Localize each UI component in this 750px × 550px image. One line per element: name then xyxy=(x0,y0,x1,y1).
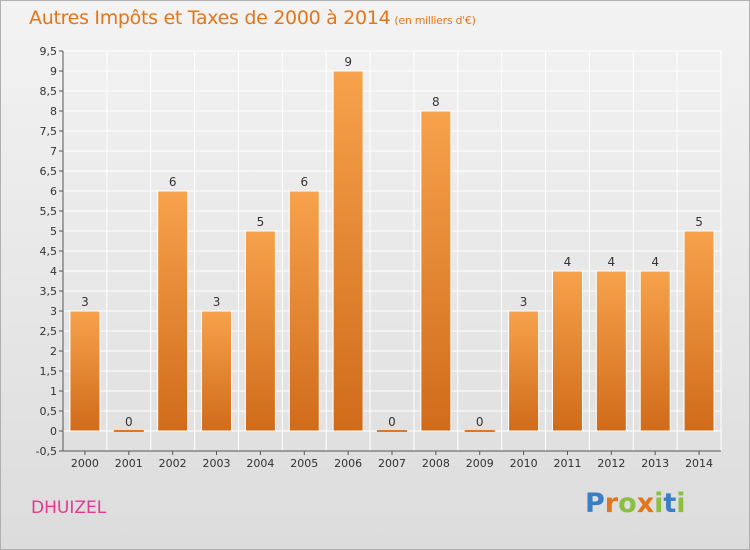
proxiti-logo: Proxiti xyxy=(585,488,686,519)
logo-letter: o xyxy=(618,488,637,519)
y-tick-label: 7 xyxy=(50,145,57,158)
logo-letter: P xyxy=(585,488,605,519)
bar xyxy=(508,310,540,432)
y-tick-label: 0 xyxy=(50,425,57,438)
data-label: 3 xyxy=(520,295,528,309)
bar xyxy=(332,70,364,432)
data-label: 6 xyxy=(300,175,308,189)
data-label: 3 xyxy=(81,295,89,309)
y-tick-label: 3,5 xyxy=(40,285,58,298)
data-label: 8 xyxy=(432,95,440,109)
bar xyxy=(683,230,715,432)
chart-title: Autres Impôts et Taxes de 2000 à 2014 (en… xyxy=(29,7,476,29)
x-tick-label: 2014 xyxy=(685,457,713,470)
x-tick-label: 2006 xyxy=(334,457,362,470)
bars xyxy=(69,70,715,432)
x-tick-label: 2007 xyxy=(378,457,406,470)
x-tick-label: 2013 xyxy=(641,457,669,470)
x-axis: 2000 2001 2002 2003 2004 2005 2006 2007 2008 2009… xyxy=(71,451,713,470)
y-tick-label: 9,5 xyxy=(40,45,58,58)
x-tick-label: 2010 xyxy=(510,457,538,470)
x-tick-label: 2000 xyxy=(71,457,99,470)
bar xyxy=(595,270,627,432)
bar xyxy=(288,190,320,432)
y-tick-label: 7,5 xyxy=(40,125,58,138)
data-label: 9 xyxy=(344,55,352,69)
data-label: 0 xyxy=(476,415,484,429)
y-tick-label: 2,5 xyxy=(40,325,58,338)
bar xyxy=(113,430,144,432)
data-label: 4 xyxy=(608,255,616,269)
y-tick-label: 1 xyxy=(50,385,57,398)
bar xyxy=(69,310,101,432)
data-labels: 3 0 6 3 5 6 9 0 8 0 3 4 4 4 5 xyxy=(81,55,703,429)
bar xyxy=(244,230,276,432)
y-tick-label: 6 xyxy=(50,185,57,198)
x-tick-label: 2001 xyxy=(115,457,143,470)
y-tick-label: 0,5 xyxy=(40,405,58,418)
x-tick-label: 2012 xyxy=(597,457,625,470)
x-tick-label: 2008 xyxy=(422,457,450,470)
y-tick-label: 9 xyxy=(50,65,57,78)
bar xyxy=(157,190,189,432)
data-label: 3 xyxy=(213,295,221,309)
y-tick-label: 2 xyxy=(50,345,57,358)
x-tick-label: 2002 xyxy=(159,457,187,470)
data-label: 6 xyxy=(169,175,177,189)
x-tick-label: 2005 xyxy=(290,457,318,470)
y-tick-label: 6,5 xyxy=(40,165,58,178)
x-tick-label: 2011 xyxy=(553,457,581,470)
y-tick-label: 3 xyxy=(50,305,57,318)
y-tick-label: 4,5 xyxy=(40,245,58,258)
x-tick-label: 2003 xyxy=(203,457,231,470)
logo-letter: i xyxy=(676,488,686,519)
y-tick-label: 4 xyxy=(50,265,57,278)
y-tick-label: -0,5 xyxy=(36,445,57,458)
y-tick-label: 5 xyxy=(50,225,57,238)
bar xyxy=(639,270,671,432)
bar xyxy=(551,270,583,432)
bar xyxy=(201,310,233,432)
y-tick-label: 1,5 xyxy=(40,365,58,378)
y-tick-label: 8,5 xyxy=(40,85,58,98)
y-tick-label: 5,5 xyxy=(40,205,58,218)
logo-letter: t xyxy=(663,488,677,519)
x-tick-label: 2004 xyxy=(246,457,274,470)
data-label: 0 xyxy=(125,415,133,429)
bar xyxy=(464,430,495,432)
commune-name: DHUIZEL xyxy=(31,498,107,518)
bar xyxy=(377,430,407,432)
bar xyxy=(420,110,452,432)
data-label: 4 xyxy=(564,255,572,269)
y-tick-label: 8 xyxy=(50,105,57,118)
logo-letter: x xyxy=(636,488,655,519)
logo-letter: r xyxy=(604,488,619,519)
data-label: 4 xyxy=(651,255,659,269)
data-label: 0 xyxy=(388,415,396,429)
data-label: 5 xyxy=(257,215,265,229)
chart-subtitle: (en milliers d'€) xyxy=(394,14,476,27)
logo-letter: i xyxy=(654,488,664,519)
data-label: 5 xyxy=(695,215,703,229)
x-tick-label: 2009 xyxy=(466,457,494,470)
chart-title-text: Autres Impôts et Taxes de 2000 à 2014 xyxy=(29,7,391,29)
